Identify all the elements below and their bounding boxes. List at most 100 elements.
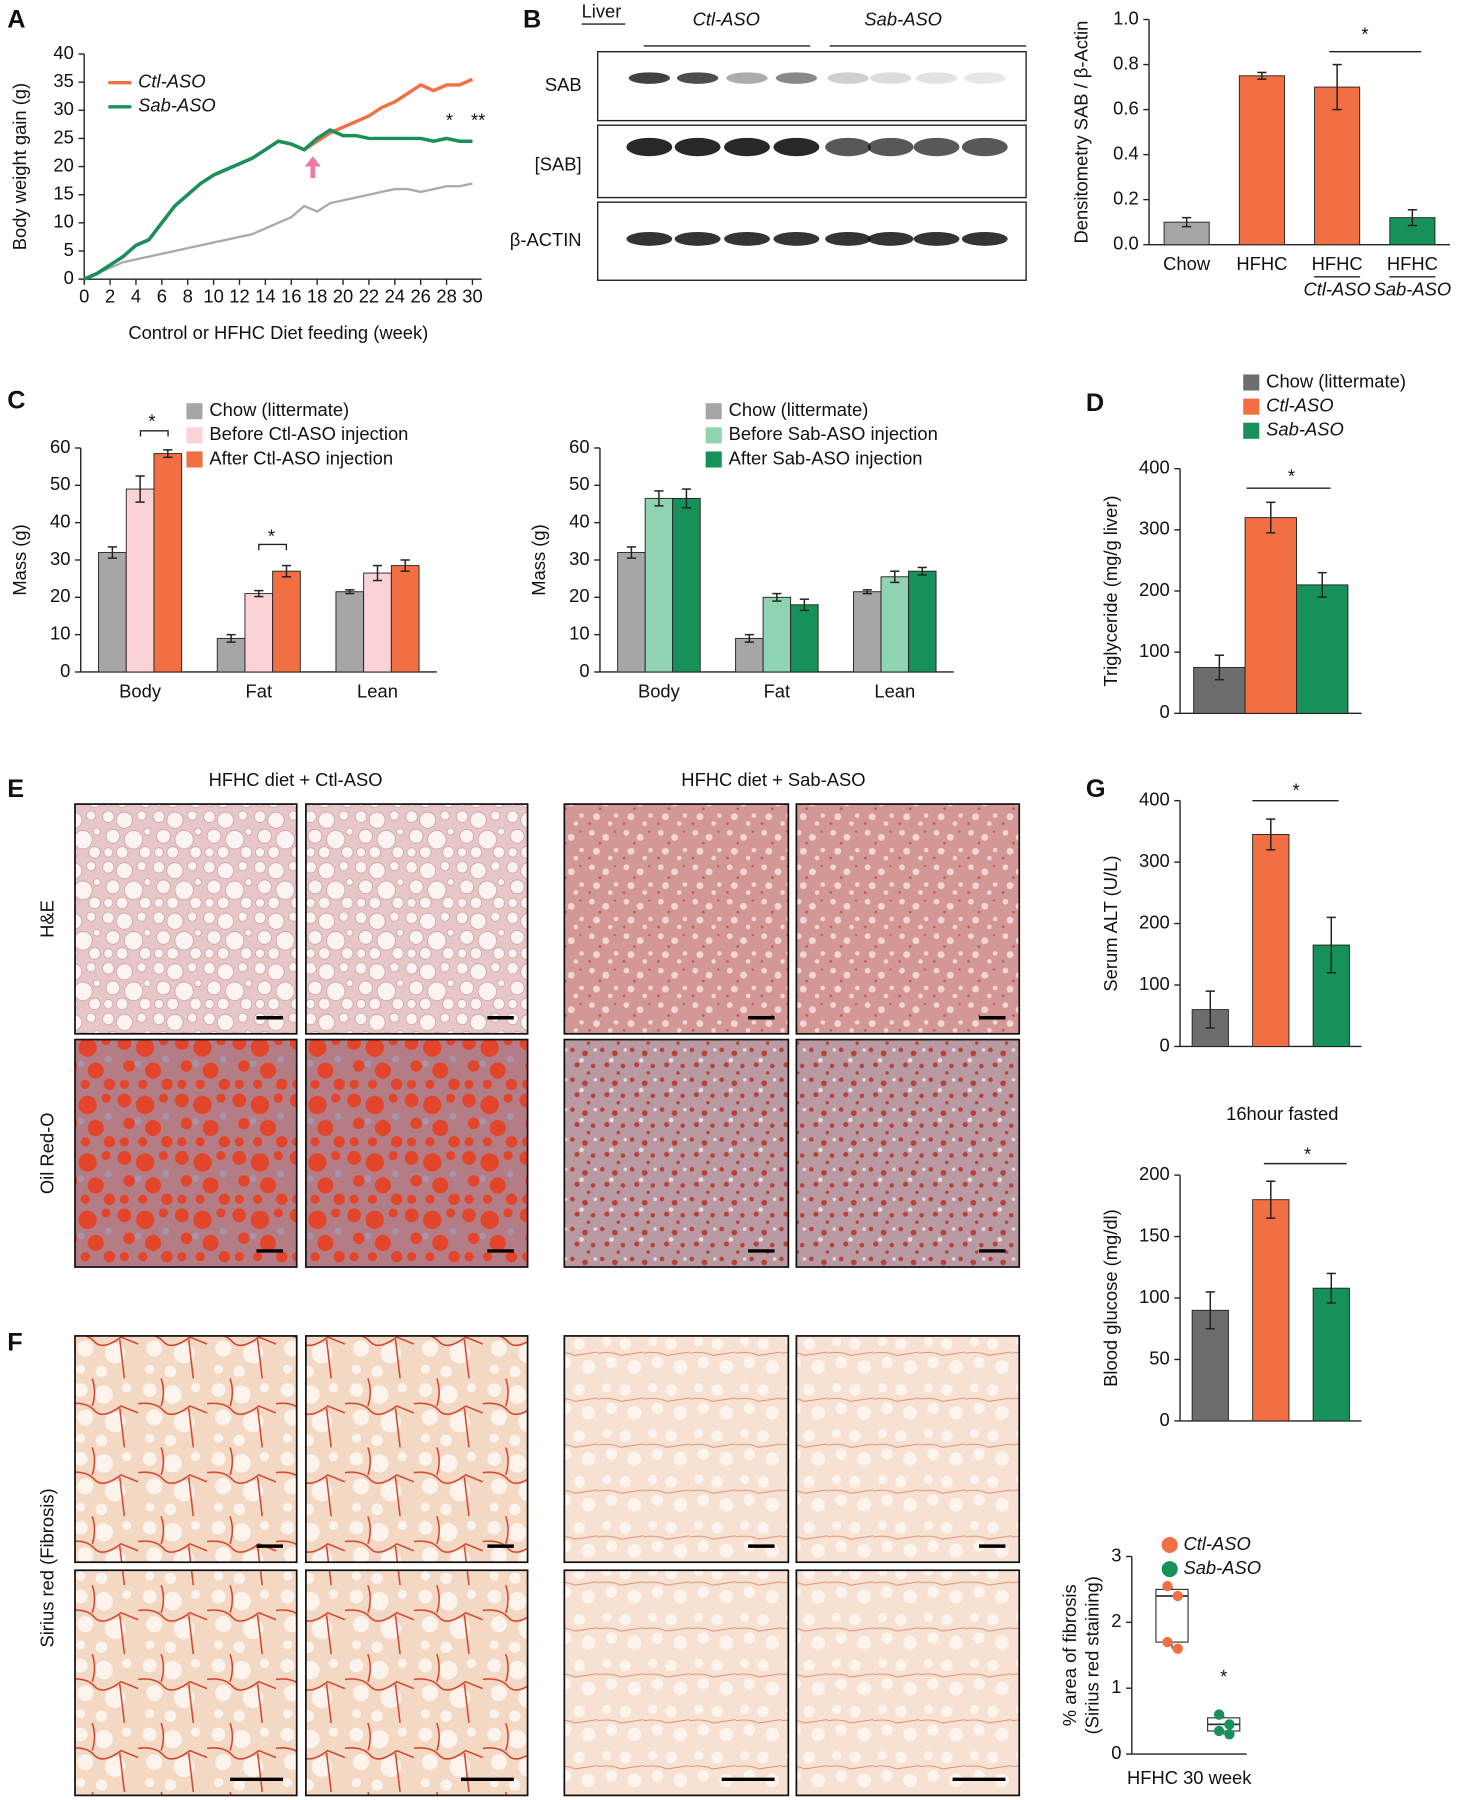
y-tick-label: 0 [1111,1742,1121,1763]
y-tick-label: 0 [60,660,70,681]
y-tick-label: 400 [1139,788,1170,809]
y-tick-label: 1.0 [1113,7,1139,28]
bar [216,637,246,673]
band [724,232,770,246]
y-axis-label: Triglyceride (mg/g liver) [1100,495,1121,686]
legend-label: Sab-ASO [1183,1557,1261,1578]
bar [390,565,420,673]
micrograph [563,1569,790,1797]
y-tick-label: 300 [1139,518,1170,539]
y-tick-label: 0 [579,660,589,681]
legend-label: Before Sab-ASO injection [729,423,938,444]
y-tick-label: 100 [1139,640,1170,661]
blot-strip [596,124,1027,199]
band [825,137,872,157]
panel-letter: B [523,5,541,33]
stain-label: Oil Red-O [36,1112,57,1194]
bar [125,488,155,673]
annotation: * [268,525,275,546]
y-axis-label: Serum ALT (U/L) [1100,856,1121,992]
bar [1312,944,1350,1047]
stain-label: H&E [36,900,57,938]
y-tick-label: 60 [50,436,70,457]
y-axis-label: Mass (g) [528,524,549,595]
band [674,137,721,157]
legend-swatch [186,451,203,468]
band [913,232,960,246]
y-tick-label: 100 [1139,1286,1170,1307]
y-tick-label: 200 [1139,1163,1170,1184]
band [915,72,958,84]
panel-letter: C [7,387,25,415]
point [1172,1643,1183,1654]
band [626,232,673,246]
micrograph [74,1335,298,1564]
y-tick-label: 0.6 [1113,97,1139,118]
blot-bands [626,72,1008,246]
x-tick-label: 20 [333,285,353,306]
x-tick-label: 28 [436,285,456,306]
annotation: * [1288,466,1295,487]
point [1162,1636,1173,1648]
blot-strip [596,51,1027,122]
bar [272,570,301,673]
micrograph [563,1038,790,1268]
legend-swatch [1243,398,1260,415]
x-tick-label: 30 [462,285,482,306]
y-tick-label: 10 [50,623,70,644]
y-tick-label: 35 [53,70,73,91]
bar [853,591,882,673]
y-tick-label: 20 [50,585,70,606]
bar [762,596,792,673]
band [961,137,1008,157]
x-tick-label: HFHC [1236,253,1287,274]
panel-letter: D [1086,389,1104,417]
x-tick-label: 8 [183,285,193,306]
band [724,137,770,157]
arrow-head [304,156,321,167]
legend-swatch [705,403,722,420]
blot-tissue: Liver [582,0,622,21]
band [869,72,912,84]
micrograph [563,1335,790,1564]
bar [617,552,646,673]
bar [153,453,183,673]
significance-bracket [139,430,169,437]
legend-label: Ctl-ASO [1183,1533,1250,1554]
band [827,72,869,84]
bar [735,637,764,673]
x-tick-label: 14 [255,285,275,306]
y-tick-label: 300 [1139,850,1170,871]
legend-label: After Ctl-ASO injection [209,447,393,468]
blot-row-label: SAB [545,74,582,95]
band [775,72,818,84]
y-tick-label: 10 [53,211,73,232]
annotation: * [1361,23,1368,44]
micrograph [305,1038,529,1268]
y-tick-label: 60 [569,436,589,457]
x-tick-label: 12 [229,285,249,306]
panel-letter: F [7,1329,22,1357]
significance-bracket [258,543,288,551]
bar [1252,833,1290,1047]
legend-label: Chow (littermate) [729,399,869,420]
bar [1252,1199,1290,1422]
point [1224,1719,1235,1730]
bar [98,552,127,673]
y-tick-label: 20 [53,154,73,175]
legend-label: After Sab-ASO injection [729,447,923,468]
legend-swatch [186,427,203,444]
y-tick-label: 40 [569,511,589,532]
point [1213,1709,1225,1720]
chart-title: 16hour fasted [1226,1103,1338,1124]
y-tick-label: 20 [569,585,589,606]
micrograph [305,803,529,1035]
x-tick-label: Lean [357,681,398,702]
point [1224,1729,1235,1740]
x-tick-label: Body [119,681,162,702]
annotation: ** [471,110,485,131]
y-tick-label: 200 [1139,579,1170,600]
band [773,137,820,157]
y-tick-label: 400 [1139,457,1170,478]
y-axis-label: Mass (g) [9,524,30,595]
